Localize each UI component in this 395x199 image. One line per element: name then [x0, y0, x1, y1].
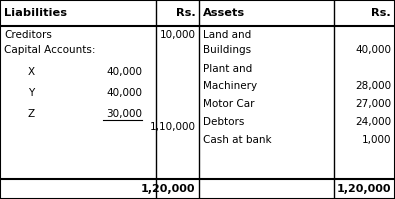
Text: Rs.: Rs.: [371, 8, 391, 18]
Text: 10,000: 10,000: [160, 30, 196, 40]
Text: Capital Accounts:: Capital Accounts:: [4, 45, 96, 55]
Text: Land and: Land and: [203, 30, 252, 40]
Text: Buildings: Buildings: [203, 45, 252, 55]
Text: Motor Car: Motor Car: [203, 99, 255, 109]
Text: 1,20,000: 1,20,000: [141, 184, 196, 194]
Text: 28,000: 28,000: [355, 81, 391, 91]
Text: Rs.: Rs.: [176, 8, 196, 18]
Text: Assets: Assets: [203, 8, 246, 18]
Text: Plant and: Plant and: [203, 64, 253, 74]
Text: X: X: [28, 67, 35, 77]
Text: 1,20,000: 1,20,000: [337, 184, 391, 194]
Text: 40,000: 40,000: [355, 45, 391, 55]
Text: 40,000: 40,000: [106, 88, 142, 98]
Text: 40,000: 40,000: [106, 67, 142, 77]
Text: 1,10,000: 1,10,000: [150, 122, 196, 132]
Text: Z: Z: [28, 109, 35, 119]
Text: 1,000: 1,000: [361, 135, 391, 145]
Text: Liabilities: Liabilities: [4, 8, 67, 18]
Text: 30,000: 30,000: [106, 109, 142, 119]
Text: Debtors: Debtors: [203, 117, 245, 127]
Text: 24,000: 24,000: [355, 117, 391, 127]
Text: Creditors: Creditors: [4, 30, 52, 40]
Text: Cash at bank: Cash at bank: [203, 135, 272, 145]
Text: 27,000: 27,000: [355, 99, 391, 109]
Text: Machinery: Machinery: [203, 81, 258, 91]
Text: Y: Y: [28, 88, 34, 98]
